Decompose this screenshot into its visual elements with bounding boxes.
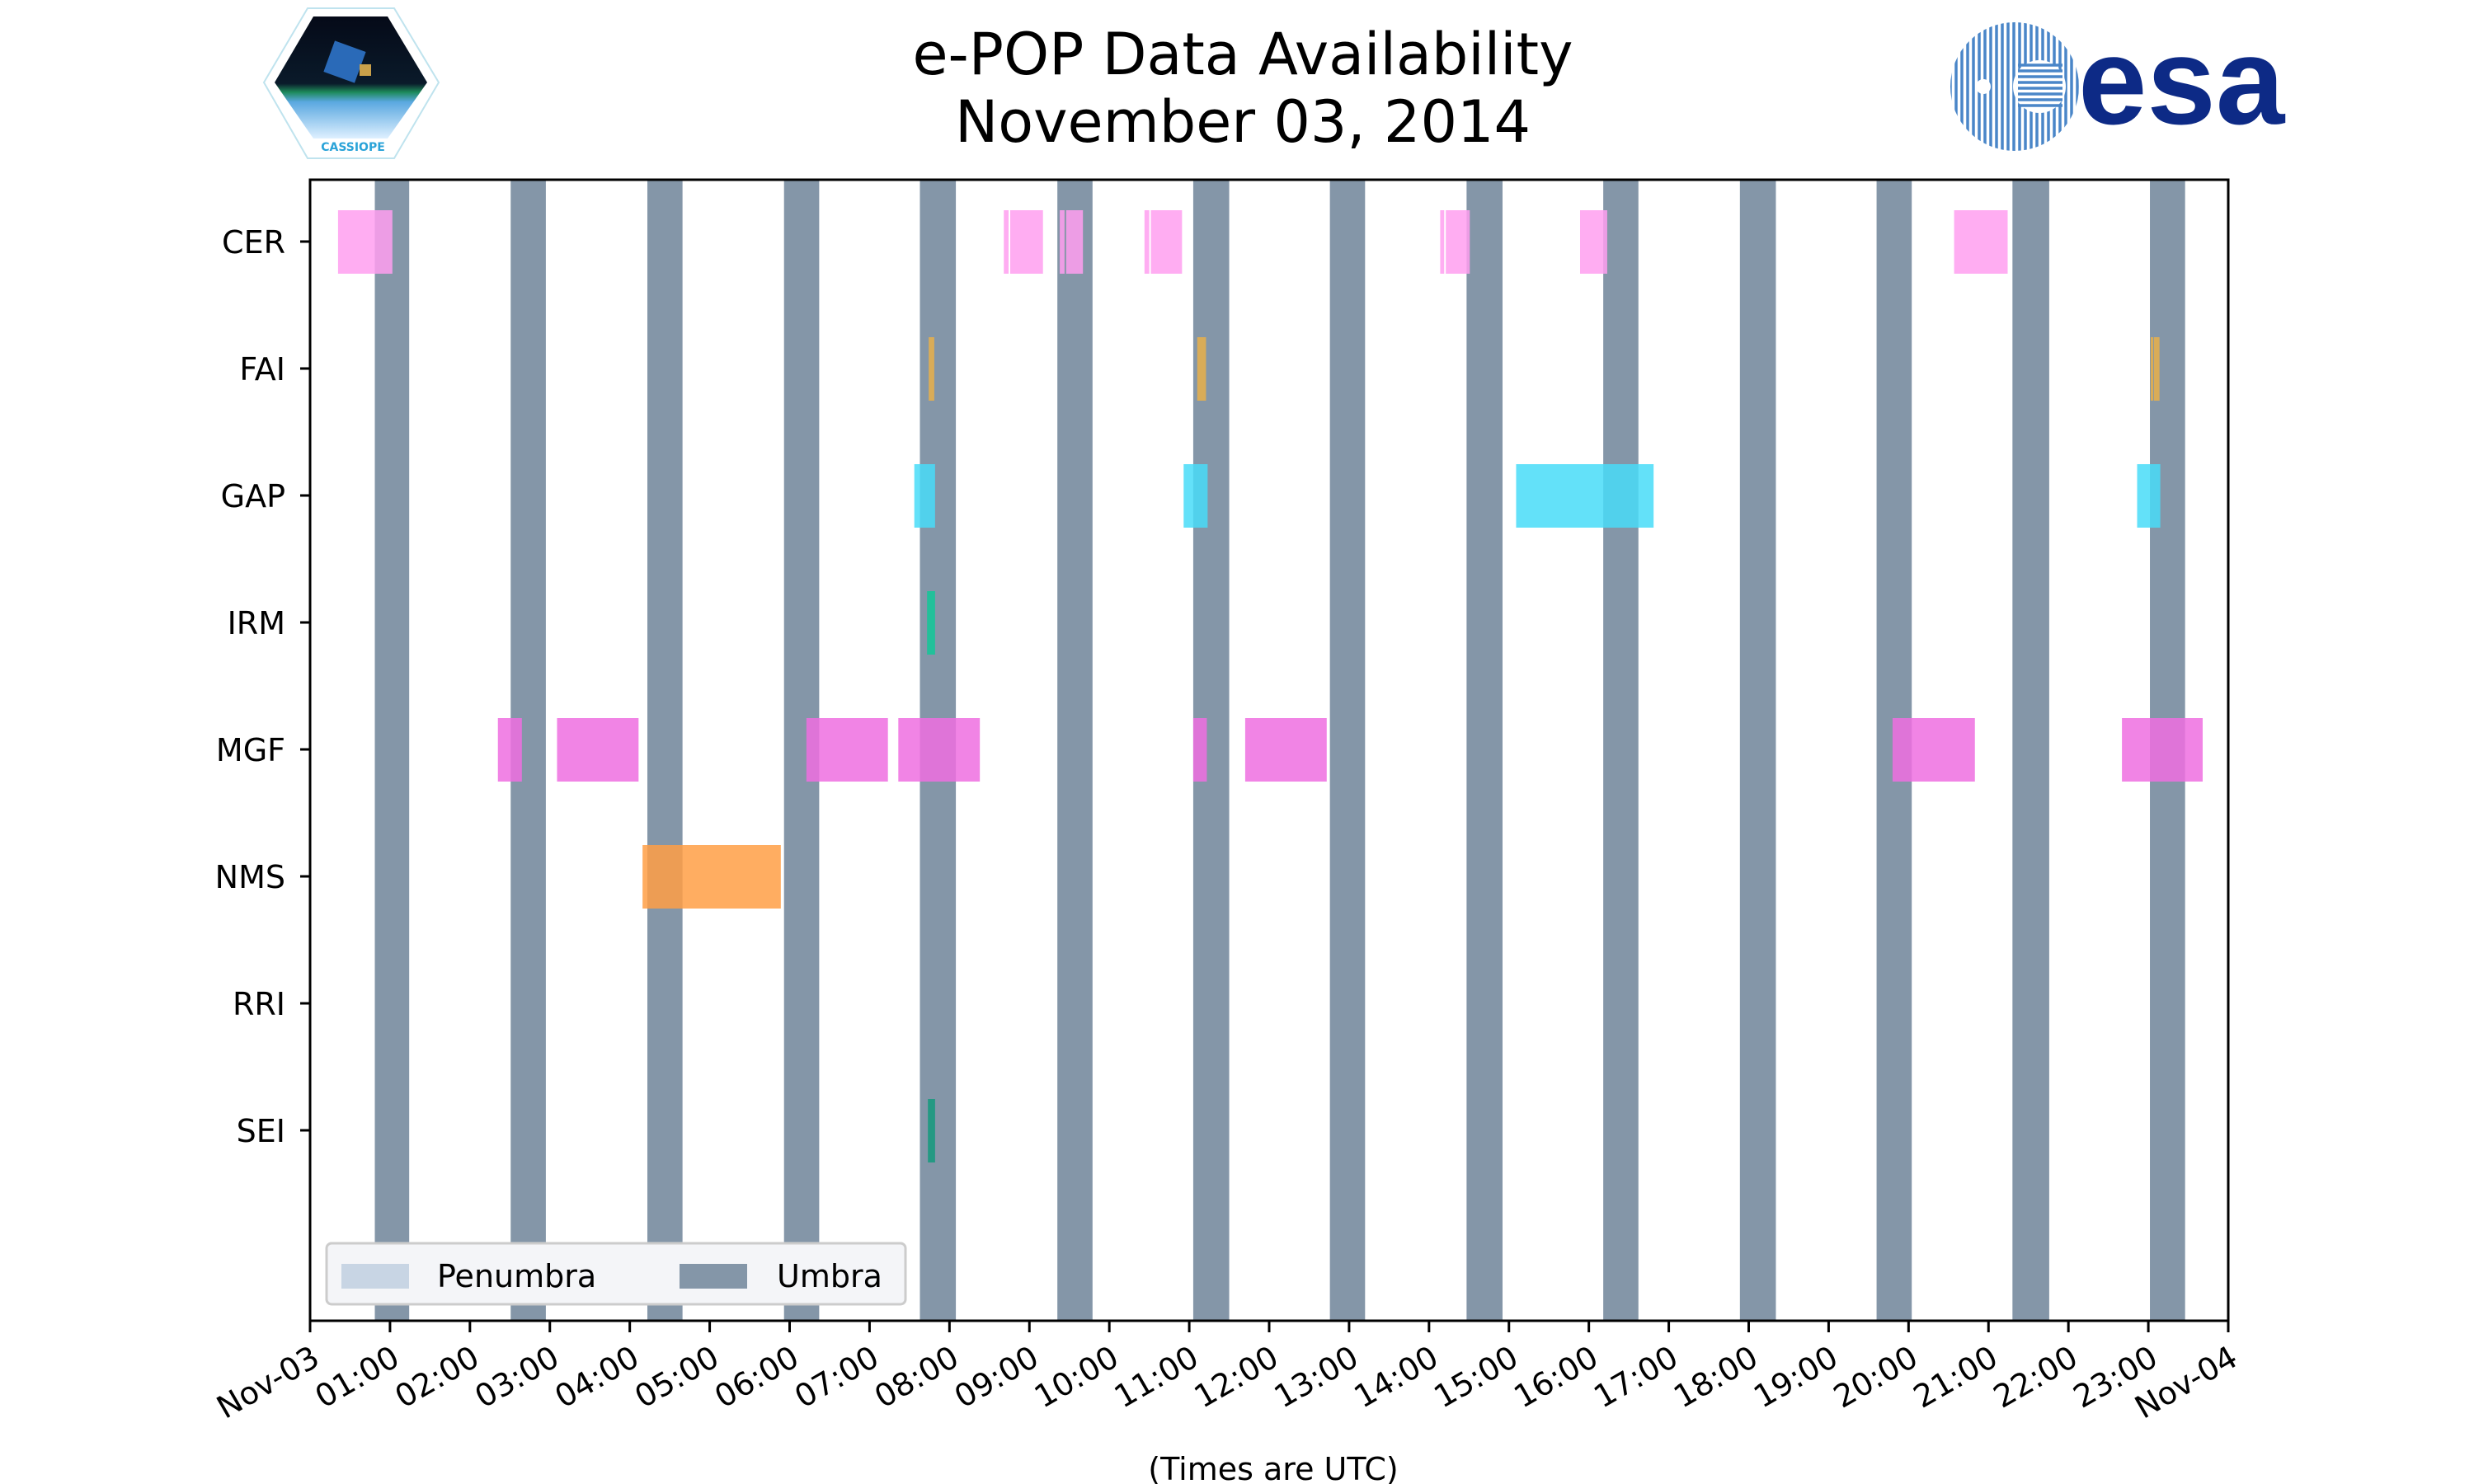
availability-bar-cer (1065, 210, 1084, 274)
availability-bar-mgf (557, 718, 639, 782)
umbra-band (1057, 180, 1093, 1321)
availability-bar-irm (927, 591, 935, 655)
umbra-band (1329, 180, 1366, 1321)
availability-bar-nms (642, 845, 781, 909)
umbra-band (1466, 180, 1503, 1321)
availability-bar-fai (1197, 337, 1206, 401)
availability-bar-mgf (1244, 718, 1327, 782)
esa-logo-text: esa (2078, 12, 2286, 150)
y-tick-label: GAP (221, 478, 285, 514)
x-tick-label: 05:00 (628, 1339, 725, 1416)
y-tick-label: RRI (233, 986, 285, 1022)
x-tick-label: 08:00 (868, 1339, 965, 1416)
y-tick-label: SEI (237, 1113, 285, 1149)
x-tick-label: 04:00 (548, 1339, 645, 1416)
availability-bar-fai (929, 337, 934, 401)
availability-bar-cer (1580, 210, 1607, 274)
legend: Penumbra Umbra (325, 1242, 907, 1306)
availability-bar-gap (1516, 464, 1654, 528)
x-tick-label: 16:00 (1507, 1339, 1604, 1416)
legend-swatch-penumbra (341, 1264, 409, 1289)
chart-title-line1: e-POP Data Availability (912, 21, 1573, 88)
x-tick-label: 02:00 (388, 1339, 485, 1416)
x-tick-label: 07:00 (788, 1339, 885, 1416)
plot-area: CER FAI GAP IRM MGF NMS RRI SEI Nov-0301:0002:0… (210, 178, 2244, 1484)
chart-title-line2: November 03, 2014 (955, 88, 1531, 156)
x-tick-label: 13:00 (1268, 1339, 1365, 1416)
umbra-band (2012, 180, 2049, 1321)
cassiope-logo-text: CASSIOPE (321, 141, 385, 154)
cassiope-logo: CASSIOPE (262, 7, 440, 159)
x-tick-label: 11:00 (1108, 1339, 1205, 1416)
umbra-band (1739, 180, 1776, 1321)
legend-label-penumbra: Penumbra (437, 1258, 596, 1294)
availability-bar-mgf (1892, 718, 1975, 782)
x-tick-label: 09:00 (948, 1339, 1045, 1416)
esa-logo: esa (1950, 12, 2286, 151)
x-tick-label: 10:00 (1028, 1339, 1125, 1416)
x-tick-label: 17:00 (1587, 1339, 1684, 1416)
availability-bar-cer (337, 210, 393, 274)
availability-bar-gap (914, 464, 935, 528)
x-tick-label: 19:00 (1747, 1339, 1844, 1416)
x-tick-label: Nov-03 (210, 1339, 325, 1426)
availability-bar-sei (928, 1099, 935, 1162)
x-tick-label: 14:00 (1348, 1339, 1444, 1416)
umbra-band (374, 180, 410, 1321)
availability-bar-cer (1150, 210, 1183, 274)
y-tick-label: MGF (216, 732, 285, 768)
availability-bar-cer (1009, 210, 1043, 274)
y-tick-label: CER (222, 224, 285, 261)
x-tick-label: 22:00 (1987, 1339, 2084, 1416)
y-tick-label: IRM (228, 605, 285, 641)
y-tick-label: FAI (239, 351, 285, 387)
availability-bar-fai (2150, 337, 2153, 401)
x-tick-label: 01:00 (309, 1339, 406, 1416)
x-tick-label: 21:00 (1907, 1339, 2004, 1416)
legend-swatch-umbra (680, 1264, 747, 1289)
availability-bar-mgf (806, 718, 888, 782)
x-tick-label: 06:00 (708, 1339, 805, 1416)
availability-bar-cer (1144, 210, 1150, 274)
availability-bar-mgf (2122, 718, 2203, 782)
availability-bar-cer (1954, 210, 2008, 274)
y-tick-label: NMS (215, 859, 285, 895)
availability-bar-mgf (898, 718, 981, 782)
x-tick-label: 18:00 (1667, 1339, 1764, 1416)
availability-bar-mgf (1192, 718, 1207, 782)
availability-bar-gap (2137, 464, 2161, 528)
umbra-band (1603, 180, 1639, 1321)
x-tick-label: 15:00 (1427, 1339, 1524, 1416)
availability-bar-cer (1446, 210, 1470, 274)
x-tick-label: 12:00 (1188, 1339, 1285, 1416)
availability-bar-cer (1060, 210, 1065, 274)
x-axis-label: (Times are UTC) (1148, 1451, 1398, 1484)
availability-bar-cer (1440, 210, 1445, 274)
availability-bar-gap (1183, 464, 1208, 528)
x-tick-label: 20:00 (1827, 1339, 1924, 1416)
x-tick-label: 03:00 (468, 1339, 565, 1416)
legend-label-umbra: Umbra (777, 1258, 882, 1294)
umbra-band (647, 180, 683, 1321)
availability-bar-cer (1004, 210, 1009, 274)
availability-bar-mgf (497, 718, 522, 782)
availability-bar-fai (2153, 337, 2160, 401)
